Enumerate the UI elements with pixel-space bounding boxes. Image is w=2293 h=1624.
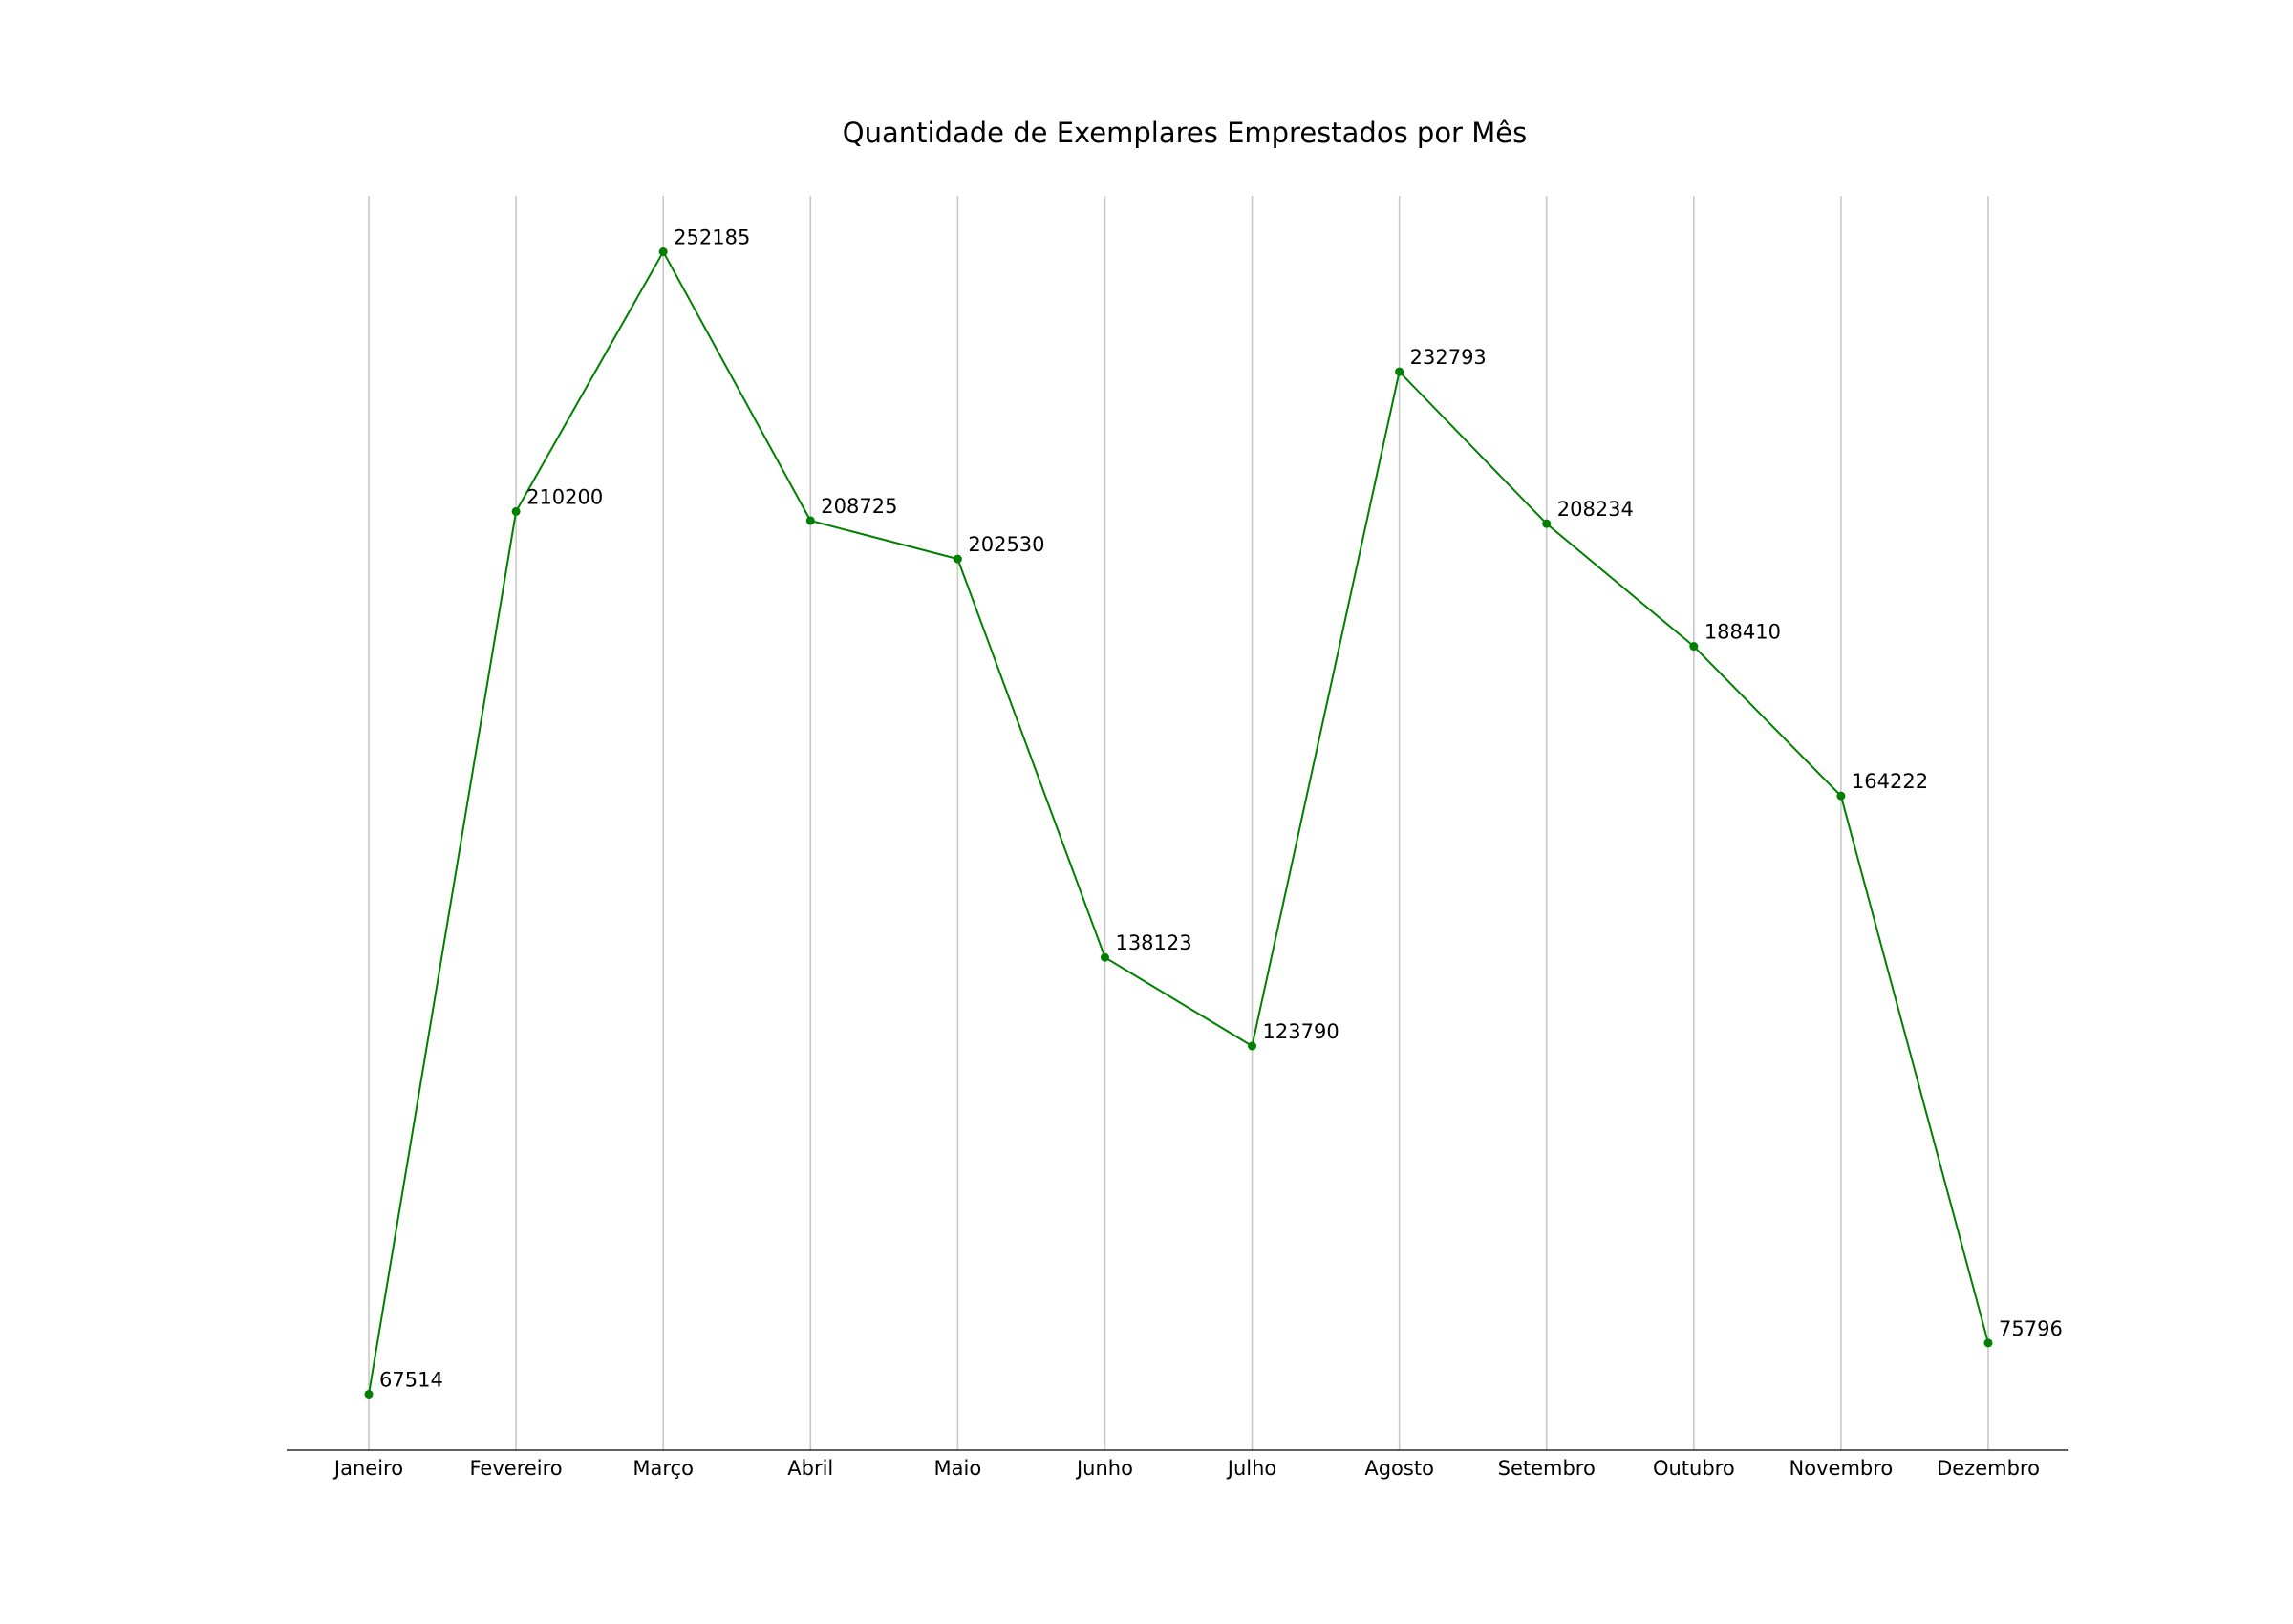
data-label: 232793	[1410, 346, 1487, 369]
x-tick-label: Dezembro	[1937, 1457, 2040, 1480]
chart-title: Quantidade de Exemplares Emprestados por…	[843, 117, 1527, 149]
x-tick-label: Julho	[1226, 1457, 1277, 1480]
data-label: 208725	[821, 495, 897, 518]
data-labels: 67514 210200 252185 208725 202530 138123 12379…	[379, 226, 2063, 1392]
data-point	[953, 554, 962, 564]
data-label: 202530	[968, 533, 1044, 556]
data-label: 75796	[1999, 1317, 2063, 1340]
x-tick-label: Outubro	[1653, 1457, 1735, 1480]
data-label: 138123	[1115, 931, 1191, 954]
x-tick-label: Novembro	[1789, 1457, 1894, 1480]
x-tick-label: Janeiro	[332, 1457, 403, 1480]
grid	[368, 196, 1989, 1450]
data-point	[1395, 367, 1404, 376]
x-tick-label: Março	[632, 1457, 694, 1480]
data-point	[658, 247, 668, 257]
data-point	[1248, 1041, 1257, 1051]
data-point	[1836, 791, 1846, 801]
data-point	[511, 506, 521, 516]
x-tick-label: Setembro	[1498, 1457, 1596, 1480]
data-point	[1542, 519, 1552, 528]
x-tick-label: Fevereiro	[470, 1457, 563, 1480]
data-label: 188410	[1704, 621, 1781, 644]
data-label: 252185	[674, 226, 750, 249]
data-point	[1689, 642, 1699, 652]
data-label: 208234	[1557, 498, 1634, 521]
data-point	[1983, 1338, 1993, 1348]
data-point	[1100, 952, 1109, 962]
x-tick-label: Abril	[787, 1457, 833, 1480]
data-label: 164222	[1852, 770, 1928, 793]
x-tick-label: Agosto	[1364, 1457, 1434, 1480]
data-label: 67514	[379, 1368, 443, 1391]
series	[364, 247, 1993, 1399]
data-label: 123790	[1263, 1020, 1339, 1043]
x-tick-label: Junho	[1075, 1457, 1133, 1480]
data-point	[364, 1389, 374, 1399]
data-point	[805, 516, 815, 525]
x-tick-label: Maio	[934, 1457, 982, 1480]
x-axis-ticks: Janeiro Fevereiro Março Abril Maio Junho Julho…	[332, 1457, 2040, 1480]
series-line	[368, 249, 1989, 1395]
data-label: 210200	[526, 485, 603, 508]
